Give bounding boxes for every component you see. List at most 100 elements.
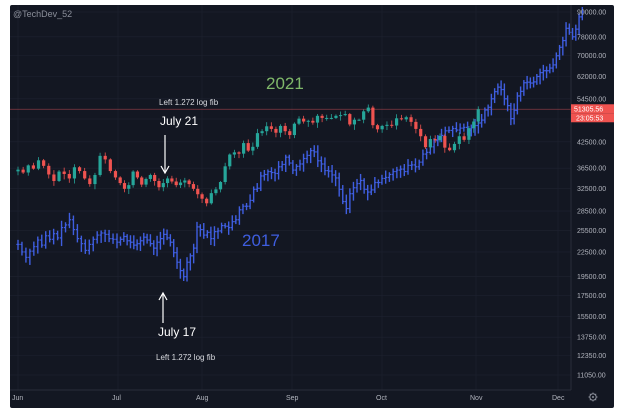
label-2017: 2017 bbox=[242, 231, 280, 250]
candle-2021 bbox=[26, 164, 30, 176]
bar-2017 bbox=[262, 169, 266, 181]
candle-2021 bbox=[472, 118, 476, 133]
bar-2017 bbox=[63, 222, 68, 233]
bar-2017 bbox=[489, 93, 493, 116]
candle-2021 bbox=[170, 175, 174, 184]
bar-2017 bbox=[95, 231, 99, 244]
bar-2017 bbox=[16, 239, 20, 250]
bar-2017 bbox=[83, 239, 87, 254]
bar-2017 bbox=[406, 159, 410, 175]
bar-2017 bbox=[175, 247, 179, 269]
candle-2021 bbox=[93, 172, 97, 190]
candle-2021 bbox=[127, 182, 131, 195]
bar-2017 bbox=[451, 125, 455, 138]
candle-2021 bbox=[306, 119, 310, 127]
bar-2017 bbox=[421, 149, 425, 166]
candle-2021 bbox=[191, 181, 196, 191]
bar-2017 bbox=[32, 241, 36, 256]
bar-2017 bbox=[115, 233, 119, 249]
candle-2021 bbox=[302, 115, 306, 124]
bar-2017 bbox=[162, 228, 166, 245]
bar-2017 bbox=[538, 68, 542, 85]
bar-2017 bbox=[574, 24, 578, 41]
candle-2021 bbox=[352, 117, 357, 130]
candle-2021 bbox=[161, 178, 165, 192]
bar-2017 bbox=[319, 156, 323, 173]
y-tick-label: 19500.00 bbox=[577, 274, 606, 281]
candle-2021 bbox=[140, 175, 144, 188]
bar-2017 bbox=[244, 202, 249, 211]
bar-2017 bbox=[358, 173, 363, 191]
settings-gear-icon[interactable] bbox=[588, 392, 598, 402]
bar-2017 bbox=[56, 230, 60, 241]
candle-2021 bbox=[57, 169, 61, 183]
bar-2017 bbox=[410, 161, 414, 171]
bar-2017 bbox=[128, 235, 133, 249]
candle-2021 bbox=[390, 120, 394, 128]
bar-2017 bbox=[142, 232, 146, 246]
bar-2017 bbox=[506, 95, 510, 112]
bar-2017 bbox=[219, 222, 224, 234]
bar-2017 bbox=[323, 157, 327, 176]
bar-2017 bbox=[67, 212, 72, 229]
bar-2017 bbox=[512, 103, 516, 125]
candle-2021 bbox=[153, 172, 157, 186]
candle-2021 bbox=[452, 141, 457, 153]
bar-2017 bbox=[528, 77, 532, 89]
july21-label: July 21 bbox=[160, 114, 198, 128]
bar-2017 bbox=[234, 215, 238, 225]
time-axis[interactable]: Jun Jul Aug Sep Oct Nov Dec bbox=[10, 389, 571, 402]
bar-2017 bbox=[202, 222, 206, 239]
fib-label-top: Left 1.272 log fib bbox=[159, 98, 219, 107]
candle-2021 bbox=[329, 114, 333, 120]
y-tick-label: 78000.00 bbox=[577, 34, 606, 41]
bar-2017 bbox=[417, 159, 421, 170]
x-tick-label: Dec bbox=[552, 395, 565, 402]
candle-2021 bbox=[131, 170, 135, 188]
candle-2021 bbox=[265, 122, 269, 136]
bar-2017 bbox=[567, 23, 571, 35]
y-tick-label: 62000.00 bbox=[577, 74, 606, 81]
arrow-down-icon bbox=[160, 135, 170, 175]
candle-2021 bbox=[320, 113, 324, 123]
y-tick-label: 11050.00 bbox=[577, 373, 606, 380]
bar-2017 bbox=[75, 224, 79, 243]
bar-2017 bbox=[316, 145, 320, 168]
bar-2017 bbox=[454, 122, 459, 133]
bar-2017 bbox=[509, 102, 513, 126]
bar-2017 bbox=[145, 233, 149, 244]
y-tick-label: 15500.00 bbox=[577, 314, 606, 321]
candle-2021 bbox=[338, 111, 343, 121]
bar-2017 bbox=[135, 239, 139, 251]
price-axis[interactable]: 90000.00 78000.00 70000.00 62000.00 54500.00… bbox=[570, 5, 606, 390]
x-tick-label: Oct bbox=[376, 395, 387, 402]
bar-2017 bbox=[20, 241, 24, 256]
price-chart[interactable]: @TechDev_52 2021 2017 Left 1.272 log fib… bbox=[10, 5, 614, 408]
candle-2021 bbox=[462, 132, 466, 142]
y-tick-label: 25500.00 bbox=[577, 228, 606, 235]
bar-2017 bbox=[230, 215, 234, 231]
candle-2021 bbox=[380, 124, 384, 133]
bar-2017 bbox=[148, 234, 153, 247]
bar-2017 bbox=[493, 88, 497, 104]
candle-2021 bbox=[21, 166, 25, 174]
candle-2021 bbox=[148, 173, 152, 182]
candle-2021 bbox=[183, 177, 187, 188]
candle-2021 bbox=[311, 117, 315, 125]
candle-2021 bbox=[419, 124, 423, 142]
candle-2021 bbox=[165, 176, 170, 188]
bar-2017 bbox=[185, 257, 189, 282]
candle-2021 bbox=[228, 153, 232, 170]
bar-2017 bbox=[334, 170, 338, 187]
bar-2017 bbox=[326, 165, 331, 178]
bar-2017 bbox=[125, 234, 129, 246]
bar-2017 bbox=[531, 76, 536, 88]
bar-2017 bbox=[291, 160, 295, 175]
candle-2021 bbox=[144, 177, 148, 188]
candle-2021 bbox=[62, 167, 66, 180]
bar-2017 bbox=[309, 147, 313, 164]
bar-2017 bbox=[554, 52, 558, 69]
bar-2017 bbox=[577, 13, 581, 35]
candle-2021 bbox=[371, 105, 375, 129]
candle-2021 bbox=[251, 142, 255, 156]
